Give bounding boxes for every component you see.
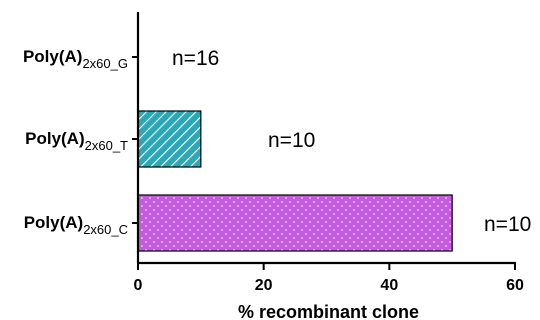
category-label-subscript: 2x60_T — [85, 138, 128, 153]
bars-layer — [137, 110, 453, 252]
category-label: Poly(A)2x60_T — [25, 129, 128, 153]
sample-size-label: n=10 — [484, 213, 531, 236]
x-tick-label: 0 — [134, 277, 143, 294]
x-axis-title: % recombinant clone — [238, 302, 419, 320]
sample-size-label: n=16 — [172, 47, 219, 70]
x-tick-label: 20 — [255, 277, 273, 294]
sample-size-label: n=10 — [268, 129, 315, 152]
category-label-main: Poly(A) — [25, 129, 85, 148]
bar-2x60-c — [137, 194, 453, 252]
category-label-main: Poly(A) — [24, 213, 84, 232]
axes-layer — [132, 12, 516, 270]
category-label: Poly(A)2x60_C — [24, 213, 128, 237]
category-label: Poly(A)2x60_G — [23, 47, 128, 71]
x-tick-label: 60 — [506, 277, 524, 294]
labels-layer: 0 20 40 60% recombinant clonePoly(A)2x60_GP… — [23, 47, 531, 320]
x-tick-label: 40 — [380, 277, 398, 294]
category-label-main: Poly(A) — [23, 47, 83, 66]
bar-2x60-t — [137, 110, 202, 168]
category-label-subscript: 2x60_G — [82, 56, 128, 71]
category-label-subscript: 2x60_C — [83, 222, 128, 237]
